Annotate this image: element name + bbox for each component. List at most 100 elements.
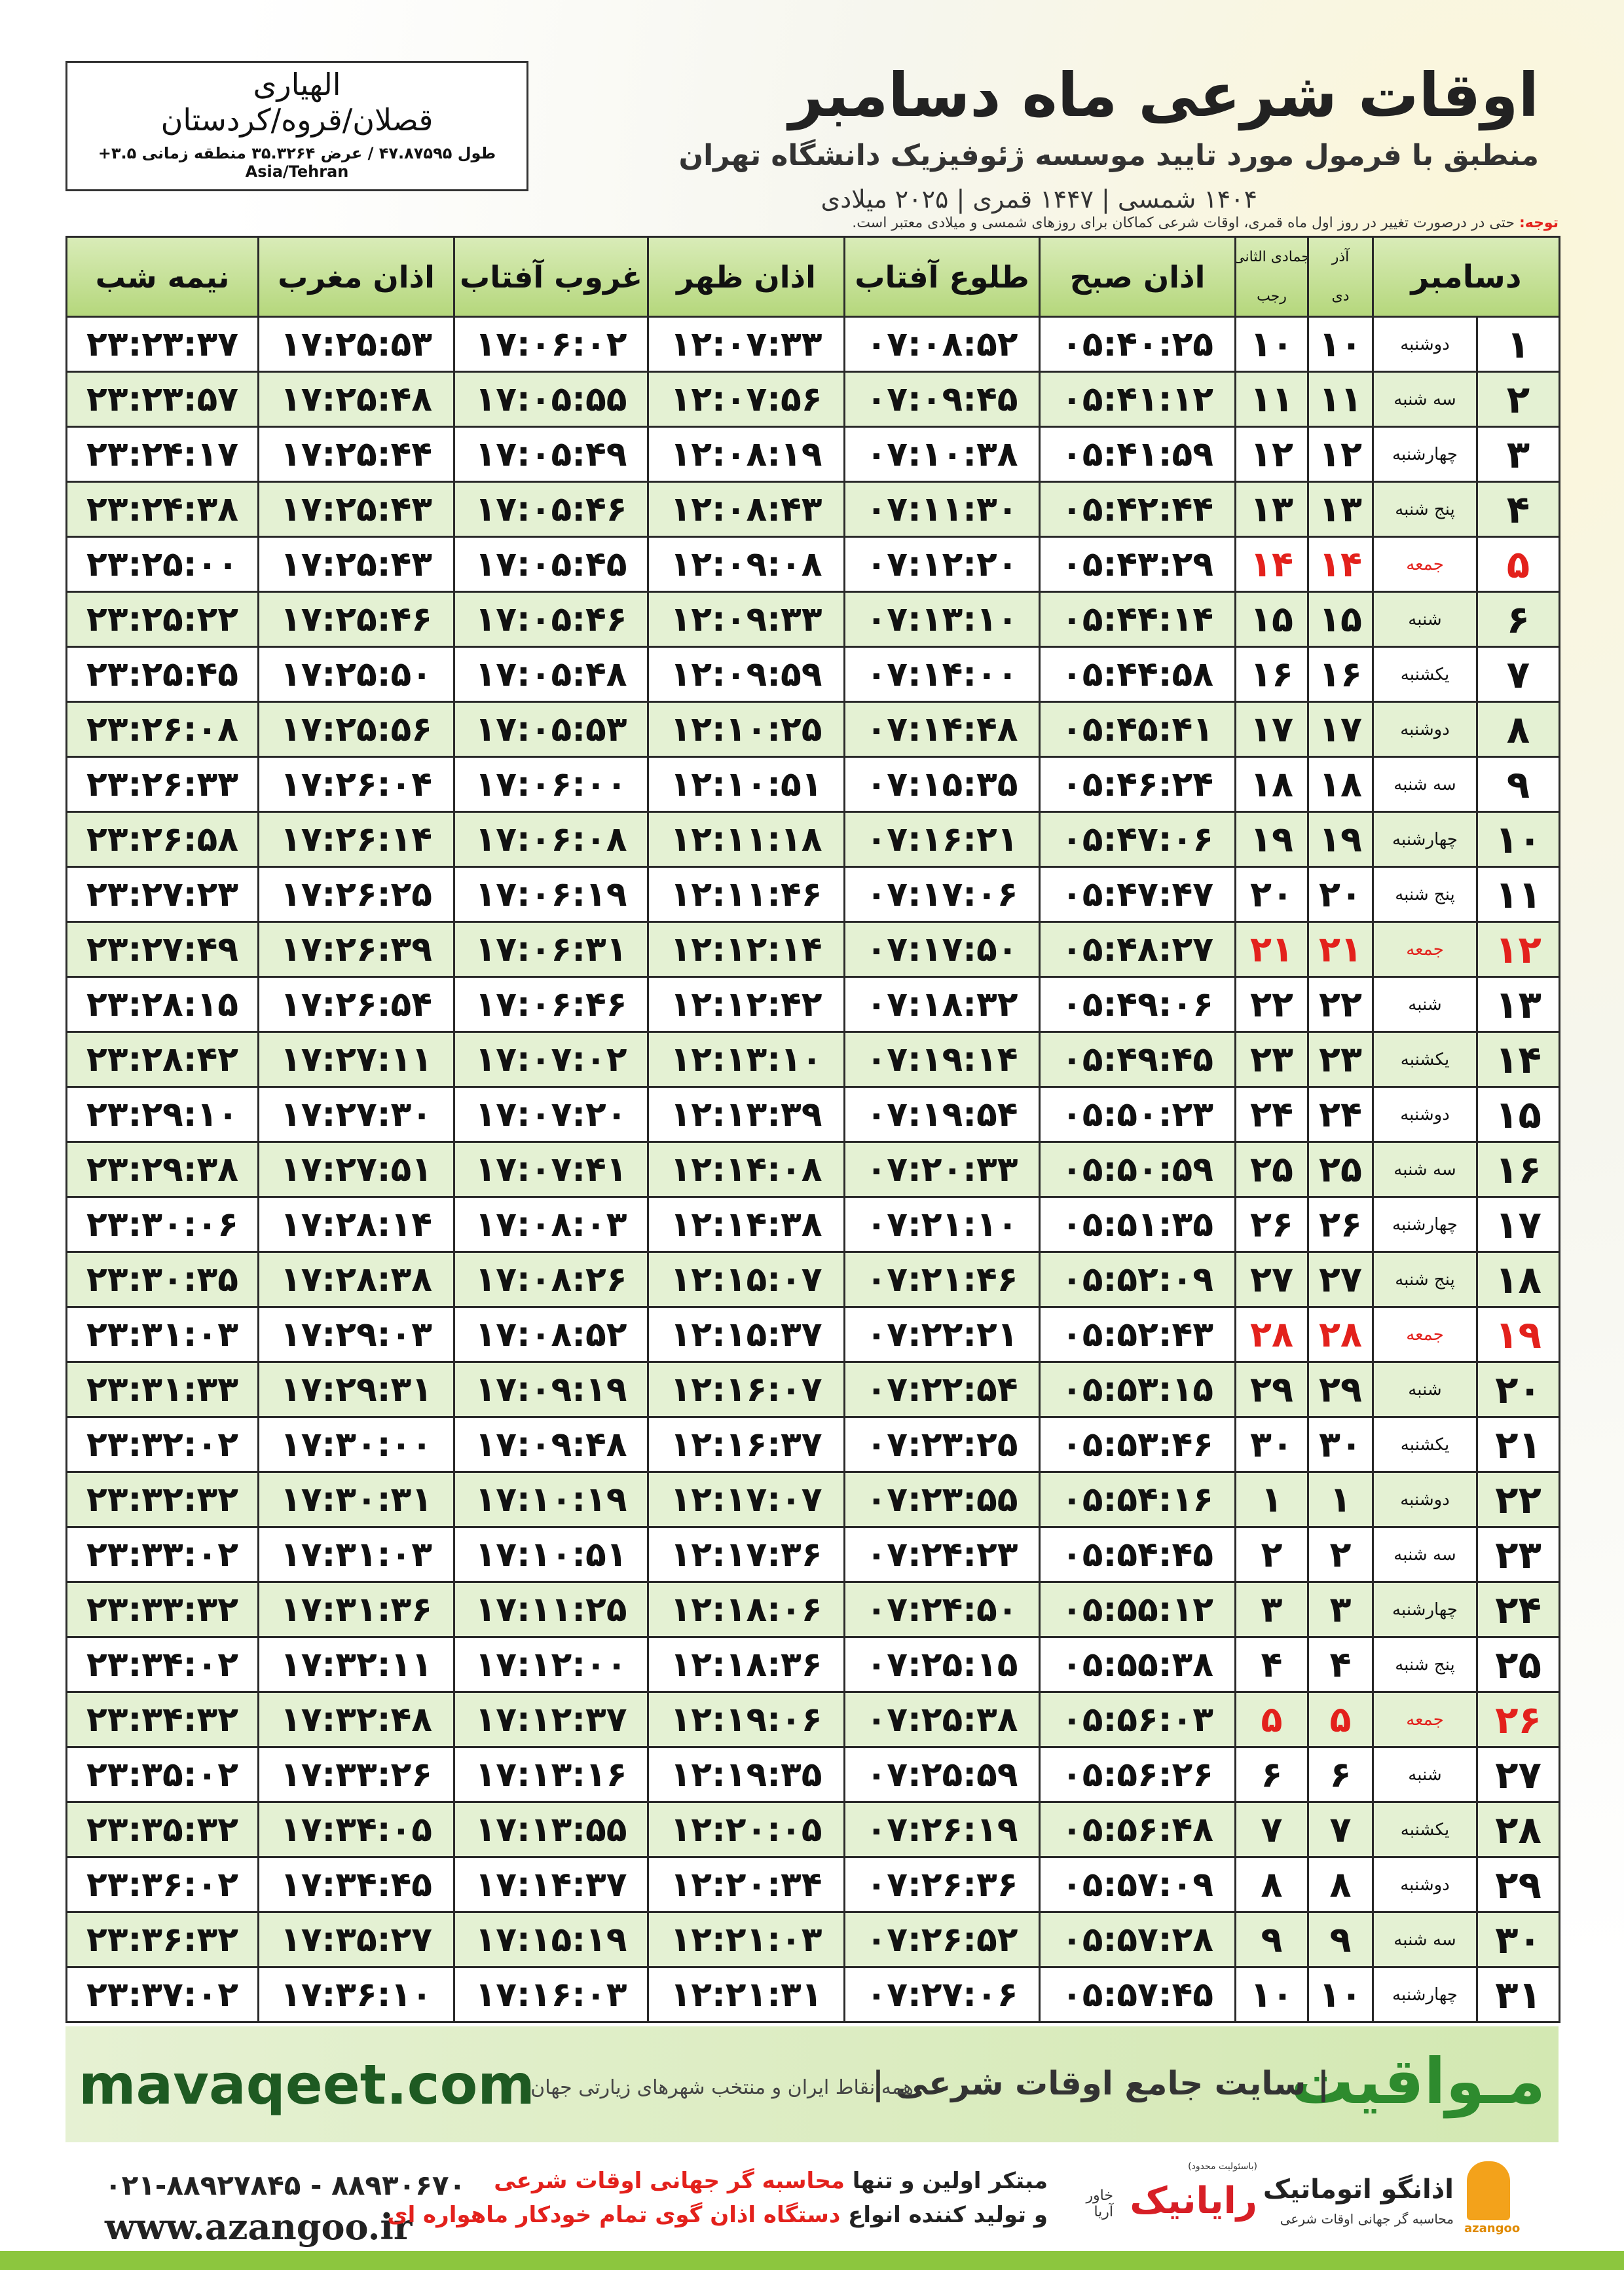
midnight: ۲۳:۳۰:۰۶: [65, 1196, 259, 1253]
fajr: ۰۵:۵۷:۰۹: [1039, 1856, 1236, 1913]
weekday: یکشنبه: [1372, 1801, 1478, 1858]
sunset: ۱۷:۱۲:۰۰: [453, 1636, 649, 1693]
day-number: ۱۸: [1476, 1251, 1560, 1308]
sunrise: ۰۷:۲۶:۳۶: [843, 1856, 1041, 1913]
fajr: ۰۵:۴۰:۲۵: [1039, 316, 1236, 373]
solar-day: ۱۵: [1307, 591, 1374, 648]
fajr: ۰۵:۴۱:۵۹: [1039, 426, 1236, 483]
solar-day: ۱۶: [1307, 646, 1374, 703]
midnight: ۲۳:۳۶:۳۲: [65, 1911, 259, 1968]
header-time: غروب آفتاب: [453, 236, 649, 318]
header-calendar-name: رجب: [1257, 288, 1287, 305]
day-number: ۵: [1476, 536, 1560, 593]
maghrib: ۱۷:۲۶:۳۹: [257, 921, 455, 978]
fajr: ۰۵:۴۱:۱۲: [1039, 371, 1236, 428]
lunar-day: ۳۰: [1234, 1416, 1309, 1473]
sunrise: ۰۷:۲۲:۲۱: [843, 1306, 1041, 1363]
lunar-day: ۲۰: [1234, 866, 1309, 923]
weekday: چهارشنبه: [1372, 1196, 1478, 1253]
dhuhr: ۱۲:۱۰:۵۱: [647, 756, 845, 813]
weekday: یکشنبه: [1372, 646, 1478, 703]
lunar-day: ۲۳: [1234, 1031, 1309, 1088]
sunset: ۱۷:۱۱:۲۵: [453, 1581, 649, 1638]
sunrise: ۰۷:۲۴:۲۳: [843, 1526, 1041, 1583]
weekday: چهارشنبه: [1372, 426, 1478, 483]
day-number: ۲۶: [1476, 1691, 1560, 1748]
fajr: ۰۵:۵۰:۲۳: [1039, 1086, 1236, 1143]
midnight: ۲۳:۳۲:۳۲: [65, 1471, 259, 1528]
sunset: ۱۷:۰۵:۴۸: [453, 646, 649, 703]
solar-day: ۱۰: [1307, 1966, 1374, 2023]
solar-day: ۱۱: [1307, 371, 1374, 428]
day-number: ۸: [1476, 701, 1560, 758]
fajr: ۰۵:۴۸:۲۷: [1039, 921, 1236, 978]
sunset: ۱۷:۱۳:۱۶: [453, 1746, 649, 1803]
lunar-day: ۷: [1234, 1801, 1309, 1858]
weekday: دوشنبه: [1372, 1471, 1478, 1528]
slogan-text: مبتکر اولین و تنها: [852, 2168, 1048, 2194]
sunrise: ۰۷:۰۹:۴۵: [843, 371, 1041, 428]
solar-day: ۲۲: [1307, 976, 1374, 1033]
dhuhr: ۱۲:۱۲:۱۴: [647, 921, 845, 978]
logo-azangoo: اذانگو اتوماتیک: [1263, 2174, 1454, 2205]
header-calendar-top: جمادی الثانی: [1234, 249, 1309, 266]
location-region: قصلان/قروه/کردستان: [160, 102, 434, 138]
header-time: اذان مغرب: [257, 236, 455, 318]
midnight: ۲۳:۲۶:۳۳: [65, 756, 259, 813]
day-number: ۲: [1476, 371, 1560, 428]
midnight: ۲۳:۳۳:۳۲: [65, 1581, 259, 1638]
fajr: ۰۵:۵۲:۰۹: [1039, 1251, 1236, 1308]
dhuhr: ۱۲:۰۹:۳۳: [647, 591, 845, 648]
midnight: ۲۳:۳۵:۳۲: [65, 1801, 259, 1858]
weekday: دوشنبه: [1372, 1856, 1478, 1913]
midnight: ۲۳:۲۴:۱۷: [65, 426, 259, 483]
midnight: ۲۳:۳۳:۰۲: [65, 1526, 259, 1583]
fajr: ۰۵:۵۵:۱۲: [1039, 1581, 1236, 1638]
day-number: ۲۰: [1476, 1361, 1560, 1418]
sunset: ۱۷:۰۵:۴۶: [453, 481, 649, 538]
maghrib: ۱۷:۳۴:۰۵: [257, 1801, 455, 1858]
solar-day: ۳۰: [1307, 1416, 1374, 1473]
maghrib: ۱۷:۲۷:۱۱: [257, 1031, 455, 1088]
fajr: ۰۵:۵۶:۲۶: [1039, 1746, 1236, 1803]
dhuhr: ۱۲:۰۹:۰۸: [647, 536, 845, 593]
fajr: ۰۵:۴۹:۴۵: [1039, 1031, 1236, 1088]
sunset: ۱۷:۰۶:۰۰: [453, 756, 649, 813]
slogan-1: مبتکر اولین و تنها محاسبه گر جهانی اوقات…: [494, 2168, 1048, 2194]
dhuhr: ۱۲:۱۱:۱۸: [647, 811, 845, 868]
sunrise: ۰۷:۱۶:۲۱: [843, 811, 1041, 868]
header-month: دسامبر: [1372, 236, 1560, 318]
solar-day: ۱۴: [1307, 536, 1374, 593]
lunar-day: ۱۳: [1234, 481, 1309, 538]
weekday: شنبه: [1372, 976, 1478, 1033]
midnight: ۲۳:۲۸:۴۲: [65, 1031, 259, 1088]
weekday: شنبه: [1372, 591, 1478, 648]
dhuhr: ۱۲:۱۵:۳۷: [647, 1306, 845, 1363]
dhuhr: ۱۲:۱۷:۳۶: [647, 1526, 845, 1583]
dhuhr: ۱۲:۱۳:۱۰: [647, 1031, 845, 1088]
maghrib: ۱۷:۲۹:۳۱: [257, 1361, 455, 1418]
dhuhr: ۱۲:۱۸:۰۶: [647, 1581, 845, 1638]
solar-day: ۲: [1307, 1526, 1374, 1583]
dhuhr: ۱۲:۱۱:۴۶: [647, 866, 845, 923]
weekday: پنج شنبه: [1372, 481, 1478, 538]
lunar-day: ۲۷: [1234, 1251, 1309, 1308]
solar-day: ۲۳: [1307, 1031, 1374, 1088]
fajr: ۰۵:۴۴:۵۸: [1039, 646, 1236, 703]
lunar-day: ۱۹: [1234, 811, 1309, 868]
lunar-day: ۲۱: [1234, 921, 1309, 978]
location-box: الهیاری قصلان/قروه/کردستان طول ۴۷.۸۷۵۹۵ …: [65, 61, 528, 191]
dhuhr: ۱۲:۱۲:۴۲: [647, 976, 845, 1033]
subtitle: منطبق با فرمول مورد تایید موسسه ژئوفیزیک…: [678, 139, 1539, 172]
day-number: ۴: [1476, 481, 1560, 538]
header-calendar: جمادی الثانی رجب: [1234, 236, 1309, 318]
sunset: ۱۷:۰۵:۵۵: [453, 371, 649, 428]
maghrib: ۱۷:۲۷:۵۱: [257, 1141, 455, 1198]
fajr: ۰۵:۵۳:۱۵: [1039, 1361, 1236, 1418]
banner: mavaqeet.com مـواقیت | سایت جامع اوقات ش…: [65, 2026, 1559, 2142]
sunrise: ۰۷:۱۷:۰۶: [843, 866, 1041, 923]
weekday: شنبه: [1372, 1746, 1478, 1803]
maghrib: ۱۷:۳۰:۳۱: [257, 1471, 455, 1528]
lunar-day: ۱۸: [1234, 756, 1309, 813]
weekday: شنبه: [1372, 1361, 1478, 1418]
